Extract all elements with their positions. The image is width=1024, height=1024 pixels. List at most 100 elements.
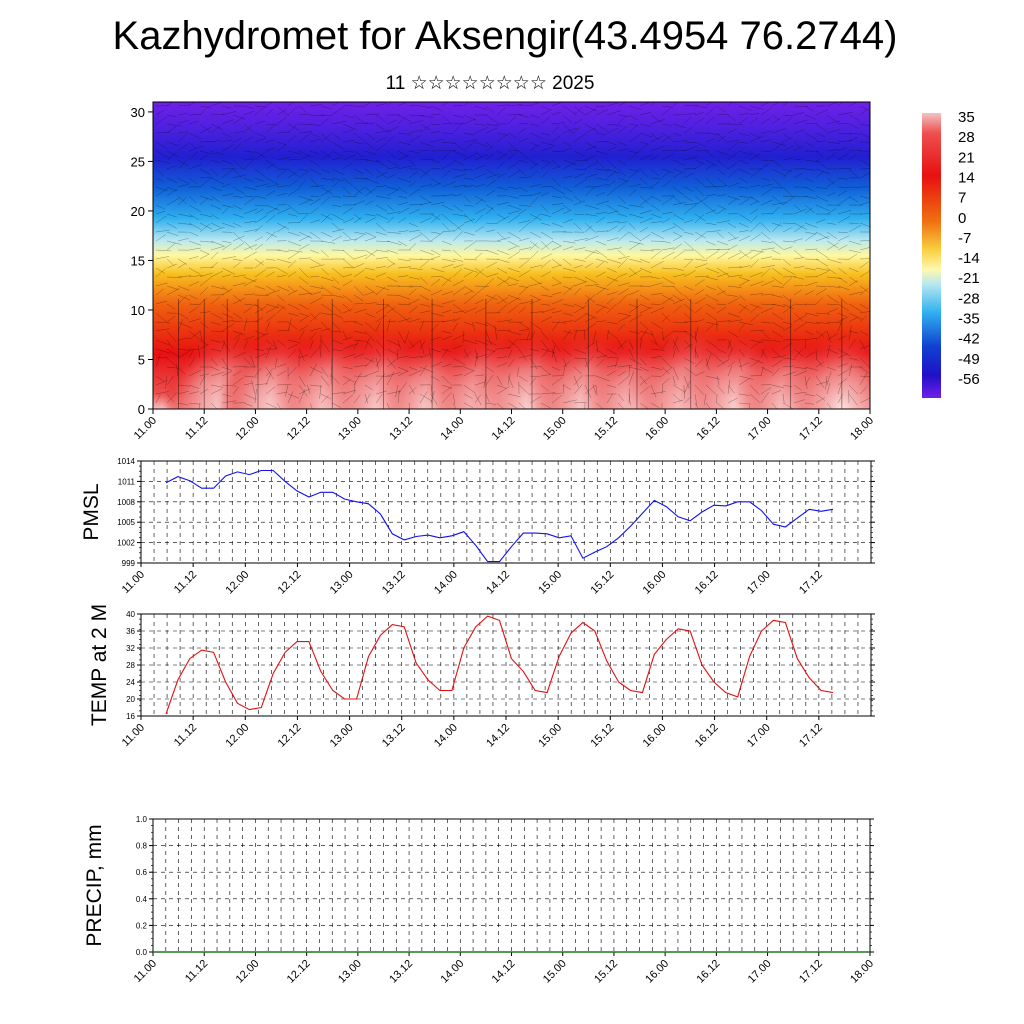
- y-tick-label: 28: [126, 661, 135, 670]
- x-tick-label: 11.00: [132, 415, 159, 442]
- x-tick-label: 13.00: [336, 415, 364, 443]
- x-tick-label: 13.00: [328, 722, 356, 750]
- x-tick-label: 13.12: [387, 958, 415, 986]
- warm-surface-cell: [219, 359, 297, 409]
- y-tick-label: 1005: [117, 518, 135, 527]
- x-tick-label: 14.00: [432, 569, 460, 597]
- warm-surface-cell: [162, 353, 249, 409]
- x-tick-label: 13.12: [387, 415, 415, 443]
- x-tick-label: 16.00: [643, 958, 671, 986]
- x-tick-label: 17.00: [746, 415, 774, 443]
- y-tick-label: 0.4: [136, 895, 148, 904]
- panel-frame: [152, 818, 871, 953]
- x-tick-label: 11.12: [172, 722, 199, 749]
- x-tick-label: 11.12: [183, 415, 210, 442]
- y-tick-label: 1008: [117, 498, 135, 507]
- x-tick-label: 14.00: [432, 722, 460, 750]
- x-tick-label: 13.12: [380, 722, 408, 750]
- x-tick-label: 14.12: [484, 722, 512, 750]
- y-tick-label: 20: [131, 204, 145, 219]
- x-tick-label: 16.00: [643, 415, 671, 443]
- temperature-field: [153, 102, 870, 409]
- y-tick-label: 16: [126, 712, 135, 721]
- colorbar-label: -49: [958, 351, 980, 368]
- x-tick-label: 12.00: [234, 415, 262, 443]
- panel-frame: [140, 460, 872, 564]
- x-tick-label: 14.12: [490, 415, 518, 443]
- warm-surface-cell: [269, 328, 395, 409]
- x-tick-label: 15.00: [536, 569, 564, 597]
- y-tick-label: 1011: [118, 477, 136, 486]
- y-tick-label: 0.6: [136, 868, 148, 877]
- x-tick-label: 18.00: [848, 958, 876, 986]
- x-tick-label: 16.12: [693, 569, 721, 597]
- x-tick-label: 17.12: [797, 958, 825, 986]
- warm-surface-cell: [779, 328, 870, 409]
- colorbar-label: -56: [958, 371, 980, 388]
- x-tick-label: 16.00: [641, 722, 669, 750]
- x-tick-label: 11.00: [120, 722, 147, 749]
- warm-surface-cell: [216, 328, 341, 409]
- x-tick-label: 14.12: [484, 569, 512, 597]
- chart-subtitle: 11 ☆☆☆☆☆☆☆☆ 2025: [385, 73, 595, 94]
- x-tick-label: 13.00: [328, 569, 356, 597]
- y-tick-label: 24: [126, 678, 135, 687]
- x-tick-label: 17.12: [797, 415, 825, 443]
- colorbar-label: 0: [958, 210, 966, 227]
- x-tick-label: 15.00: [541, 415, 569, 443]
- y-tick-label: 36: [126, 627, 135, 636]
- colorbar-label: 21: [958, 149, 975, 166]
- series-line: [165, 615, 834, 715]
- y-tick-label: 40: [126, 610, 135, 619]
- y-axis-label: PRECIP, mm: [83, 824, 106, 946]
- y-tick-label: 15: [131, 253, 145, 268]
- warm-surface-cell: [321, 328, 446, 409]
- x-tick-label: 11.12: [183, 958, 210, 985]
- x-tick-label: 12.00: [223, 722, 251, 750]
- x-tick-label: 12.12: [276, 569, 304, 597]
- warm-surface-cell: [164, 328, 290, 409]
- x-tick-label: 18.00: [848, 415, 876, 443]
- x-tick-label: 11.12: [172, 569, 199, 596]
- warm-surface-cell: [623, 322, 758, 409]
- x-tick-label: 17.00: [745, 722, 773, 750]
- colorbar-label: 28: [958, 129, 975, 146]
- panel-frame: [140, 613, 872, 717]
- y-tick-label: 25: [131, 154, 145, 169]
- x-tick-label: 17.12: [797, 569, 825, 597]
- y-tick-label: 10: [131, 303, 145, 318]
- y-tick-label: 0: [138, 402, 145, 417]
- x-tick-label: 17.00: [745, 569, 773, 597]
- colorbar-label: -14: [958, 250, 980, 267]
- x-tick-label: 15.12: [588, 569, 616, 597]
- wind-field: [155, 102, 870, 409]
- x-tick-label: 16.00: [641, 569, 669, 597]
- x-tick-label: 13.00: [336, 958, 364, 986]
- x-tick-label: 16.12: [695, 415, 723, 443]
- warm-surface-cell: [525, 328, 651, 409]
- x-tick-label: 12.12: [276, 722, 304, 750]
- x-tick-label: 17.12: [797, 722, 825, 750]
- y-tick-label: 1014: [117, 457, 135, 466]
- chart-title: Kazhydromet for Aksengir(43.4954 76.2744…: [112, 14, 898, 58]
- x-tick-label: 14.00: [438, 958, 466, 986]
- colorbar-label: 7: [958, 190, 966, 207]
- x-tick-label: 15.00: [541, 958, 569, 986]
- x-tick-label: 15.12: [588, 722, 616, 750]
- warm-surface-cell: [579, 334, 695, 409]
- x-tick-label: 15.12: [592, 958, 620, 986]
- x-tick-label: 14.12: [490, 958, 518, 986]
- warm-surface-cell: [733, 334, 849, 409]
- x-tick-label: 12.00: [234, 958, 262, 986]
- y-axis-label: PMSL: [80, 483, 103, 540]
- series-line: [165, 469, 834, 563]
- colorbar: [922, 113, 941, 398]
- colorbar-label: -28: [958, 290, 980, 307]
- colorbar-label: -42: [958, 331, 980, 348]
- colorbar-label: 14: [958, 169, 975, 186]
- y-tick-label: 0.0: [136, 948, 148, 957]
- colorbar-label: -21: [958, 270, 980, 287]
- cross-section-field: [153, 102, 870, 409]
- y-tick-label: 5: [138, 352, 145, 367]
